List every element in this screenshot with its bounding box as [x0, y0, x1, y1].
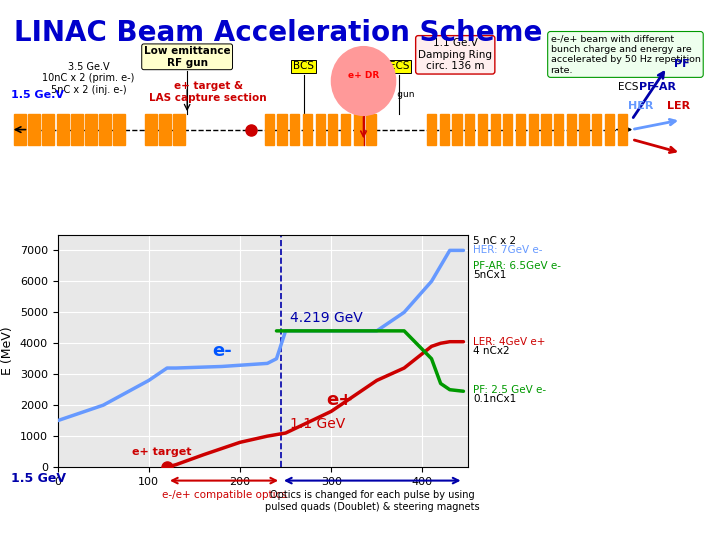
Bar — [290, 114, 300, 145]
Bar — [354, 114, 363, 145]
Text: 5 nC x 2: 5 nC x 2 — [473, 236, 516, 246]
Bar — [580, 114, 589, 145]
Text: e-/e+ beam with different
bunch charge and energy are
accelerated by 50 Hz repet: e-/e+ beam with different bunch charge a… — [551, 35, 701, 75]
Text: e-: e- — [212, 342, 233, 360]
Text: PF: 2.5 GeV e-: PF: 2.5 GeV e- — [473, 384, 546, 395]
Bar — [113, 114, 125, 145]
Text: LER: 4GeV e+: LER: 4GeV e+ — [473, 337, 545, 347]
Text: 4 nCx2: 4 nCx2 — [473, 346, 510, 356]
Bar — [145, 114, 157, 145]
Text: e+: e+ — [327, 391, 354, 409]
Bar — [516, 114, 525, 145]
Bar — [303, 114, 312, 145]
Bar — [57, 114, 68, 145]
Text: Optics is changed for each pulse by using
pulsed quads (Doublet) & steering magn: Optics is changed for each pulse by usin… — [265, 490, 480, 512]
Bar — [277, 114, 287, 145]
Text: ECS: ECS — [618, 82, 638, 92]
Bar — [465, 114, 474, 145]
Text: RF gun: RF gun — [383, 90, 415, 99]
Bar — [315, 114, 325, 145]
Bar — [554, 114, 563, 145]
Text: PF-AR: 6.5GeV e-: PF-AR: 6.5GeV e- — [473, 261, 561, 271]
Text: e+ target: e+ target — [132, 447, 192, 457]
Text: LER: LER — [667, 102, 690, 111]
Text: B2GM  26-Jun-2015  T. Miura: B2GM 26-Jun-2015 T. Miura — [261, 518, 459, 532]
Bar — [592, 114, 601, 145]
Text: PF-AR: PF-AR — [639, 82, 675, 92]
Text: 4.219 GeV: 4.219 GeV — [290, 310, 363, 325]
Text: e-/e+ compatible optics: e-/e+ compatible optics — [161, 490, 287, 501]
Text: e+ DR: e+ DR — [348, 71, 379, 80]
Bar — [42, 114, 55, 145]
Text: BCS: BCS — [293, 61, 314, 71]
Text: HER: HER — [628, 102, 654, 111]
Bar — [427, 114, 436, 145]
Text: 21: 21 — [681, 518, 698, 532]
Bar — [265, 114, 274, 145]
Text: 0.1nCx1: 0.1nCx1 — [473, 394, 516, 404]
Bar — [71, 114, 83, 145]
Bar — [28, 114, 40, 145]
Text: e+ target &
LAS capture section: e+ target & LAS capture section — [150, 81, 267, 103]
Ellipse shape — [332, 47, 395, 115]
Bar — [567, 114, 576, 145]
Text: PF: PF — [674, 58, 690, 69]
Text: ECS: ECS — [389, 61, 409, 71]
Bar — [440, 114, 449, 145]
Text: 1.1 GeV: 1.1 GeV — [290, 417, 346, 431]
Bar — [159, 114, 171, 145]
Bar — [528, 114, 538, 145]
Bar — [618, 114, 626, 145]
Bar — [490, 114, 500, 145]
Bar — [85, 114, 96, 145]
Bar — [605, 114, 614, 145]
Bar — [341, 114, 350, 145]
Bar — [14, 114, 26, 145]
Text: 1.5 Ge.V: 1.5 Ge.V — [11, 90, 64, 99]
Text: 3.5 Ge.V
10nC x 2 (prim. e-)
5nC x 2 (inj. e-): 3.5 Ge.V 10nC x 2 (prim. e-) 5nC x 2 (in… — [42, 62, 135, 94]
Bar — [366, 114, 376, 145]
Bar — [541, 114, 551, 145]
Bar — [173, 114, 185, 145]
Bar — [328, 114, 338, 145]
Text: 1.1 Ge.V
Damping Ring
circ. 136 m: 1.1 Ge.V Damping Ring circ. 136 m — [418, 38, 492, 71]
Text: HER: 7GeV e-: HER: 7GeV e- — [473, 245, 542, 255]
Bar — [99, 114, 111, 145]
Bar — [503, 114, 513, 145]
Text: 1.5 GeV: 1.5 GeV — [11, 472, 66, 485]
Text: 5nCx1: 5nCx1 — [473, 270, 506, 280]
Y-axis label: E (MeV): E (MeV) — [1, 327, 14, 375]
Bar — [478, 114, 487, 145]
Bar — [452, 114, 462, 145]
Text: LINAC Beam Acceleration Scheme: LINAC Beam Acceleration Scheme — [14, 19, 543, 47]
Text: Low emittance
RF gun: Low emittance RF gun — [144, 46, 230, 68]
